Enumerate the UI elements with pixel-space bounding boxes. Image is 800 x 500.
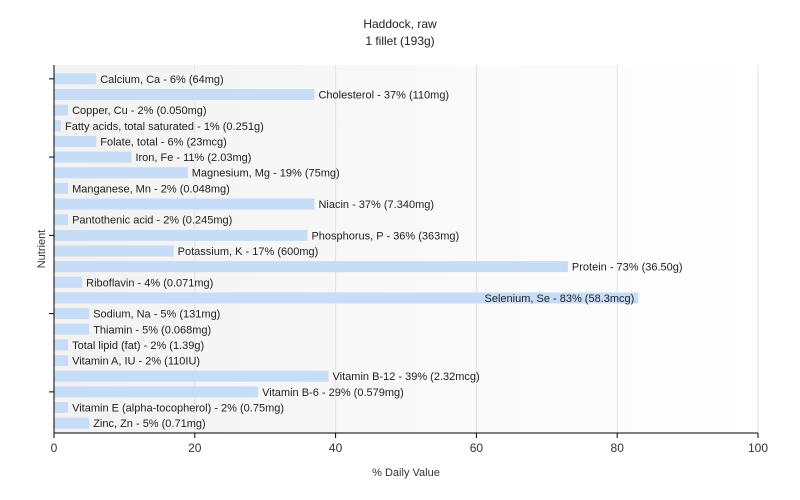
- bar: [54, 135, 97, 147]
- bar: [54, 402, 69, 414]
- bar: [54, 229, 308, 241]
- bar-label: Zinc, Zn - 5% (0.71mg): [93, 418, 205, 430]
- bar-label: Folate, total - 6% (23mcg): [100, 136, 227, 148]
- bar: [54, 308, 90, 320]
- bar: [54, 261, 568, 273]
- bar: [54, 245, 174, 257]
- bar: [54, 214, 69, 226]
- bar: [54, 292, 639, 304]
- bar-label: Total lipid (fat) - 2% (1.39g): [72, 340, 204, 352]
- bar-label: Selenium, Se - 83% (58.3mcg): [485, 293, 635, 305]
- bar-label: Vitamin A, IU - 2% (110IU): [72, 356, 200, 368]
- bar: [54, 73, 97, 85]
- x-tick-label: 40: [329, 441, 343, 455]
- bars-group: Calcium, Ca - 6% (64mg) Cholesterol - 37%…: [54, 73, 683, 430]
- bar-label: Vitamin B-6 - 29% (0.579mg): [262, 387, 404, 399]
- bar-label: Calcium, Ca - 6% (64mg): [100, 74, 223, 86]
- x-tick-label: 80: [611, 441, 625, 455]
- x-axis-label: % Daily Value: [372, 467, 440, 479]
- bar: [54, 88, 315, 100]
- bar: [54, 151, 132, 163]
- bar: [54, 370, 329, 382]
- chart-subtitle: 1 fillet (193g): [365, 34, 434, 48]
- bar: [54, 198, 315, 210]
- y-axis-label: Nutrient: [36, 230, 48, 269]
- bar-label: Vitamin B-12 - 39% (2.32mcg): [333, 371, 480, 383]
- bar-label: Riboflavin - 4% (0.071mg): [86, 277, 213, 289]
- bar: [54, 355, 69, 367]
- x-tick-label: 0: [51, 441, 58, 455]
- bar-label: Thiamin - 5% (0.068mg): [93, 324, 211, 336]
- bar: [54, 339, 69, 351]
- bar-label: Protein - 73% (36.50g): [572, 262, 683, 274]
- bar: [54, 323, 90, 335]
- x-tick-label: 60: [470, 441, 484, 455]
- bar-label: Potassium, K - 17% (600mg): [178, 246, 319, 258]
- bar: [54, 182, 69, 194]
- bar-label: Niacin - 37% (7.340mg): [318, 199, 434, 211]
- bar-label: Pantothenic acid - 2% (0.245mg): [72, 215, 232, 227]
- bar-label: Phosphorus, P - 36% (363mg): [311, 230, 459, 242]
- bar: [54, 120, 62, 132]
- bar-label: Sodium, Na - 5% (131mg): [93, 309, 220, 321]
- bar-label: Manganese, Mn - 2% (0.048mg): [72, 183, 230, 195]
- bar-label: Magnesium, Mg - 19% (75mg): [192, 168, 340, 180]
- x-tick-label: 20: [188, 441, 202, 455]
- bar-label: Vitamin E (alpha-tocopherol) - 2% (0.75m…: [72, 403, 284, 415]
- bar: [54, 276, 83, 288]
- bar-label: Iron, Fe - 11% (2.03mg): [135, 152, 251, 164]
- bar: [54, 104, 69, 116]
- bar: [54, 386, 259, 398]
- chart-title: Haddock, raw: [363, 17, 437, 31]
- axes-group: 0 20 40 60 80 100: [49, 65, 768, 455]
- x-tick-label: 100: [748, 441, 768, 455]
- bar: [54, 167, 188, 179]
- bar-label: Cholesterol - 37% (110mg): [318, 89, 449, 101]
- bar-label: Copper, Cu - 2% (0.050mg): [72, 105, 207, 117]
- bar: [54, 417, 90, 429]
- bar-label: Fatty acids, total saturated - 1% (0.251…: [65, 121, 264, 133]
